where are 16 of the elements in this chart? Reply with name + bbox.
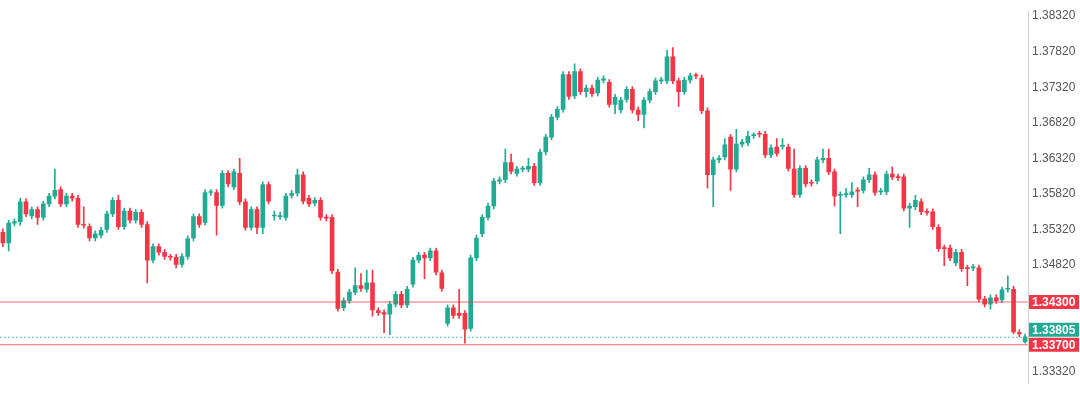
y-tick-label: 1.35820 (1032, 186, 1076, 201)
y-tick-label: 1.36320 (1032, 150, 1076, 165)
ref-line-label: 1.33805 (1032, 323, 1076, 337)
candlestick (751, 132, 756, 139)
ref-line-label: 1.33700 (1032, 338, 1076, 352)
y-tick-label: 1.35320 (1032, 221, 1076, 236)
y-tick-label: 1.37320 (1032, 79, 1076, 94)
y-tick-label: 1.33320 (1032, 364, 1076, 379)
y-tick-label: 1.37820 (1032, 44, 1076, 59)
ref-line-label: 1.34300 (1032, 295, 1076, 310)
candlestick (849, 182, 855, 198)
candlestick (1005, 275, 1011, 293)
candlestick (358, 273, 364, 292)
y-tick-label: 1.36820 (1032, 115, 1076, 130)
y-tick-label: 1.38320 (1032, 8, 1076, 23)
y-tick-label: 1.34820 (1032, 257, 1076, 272)
